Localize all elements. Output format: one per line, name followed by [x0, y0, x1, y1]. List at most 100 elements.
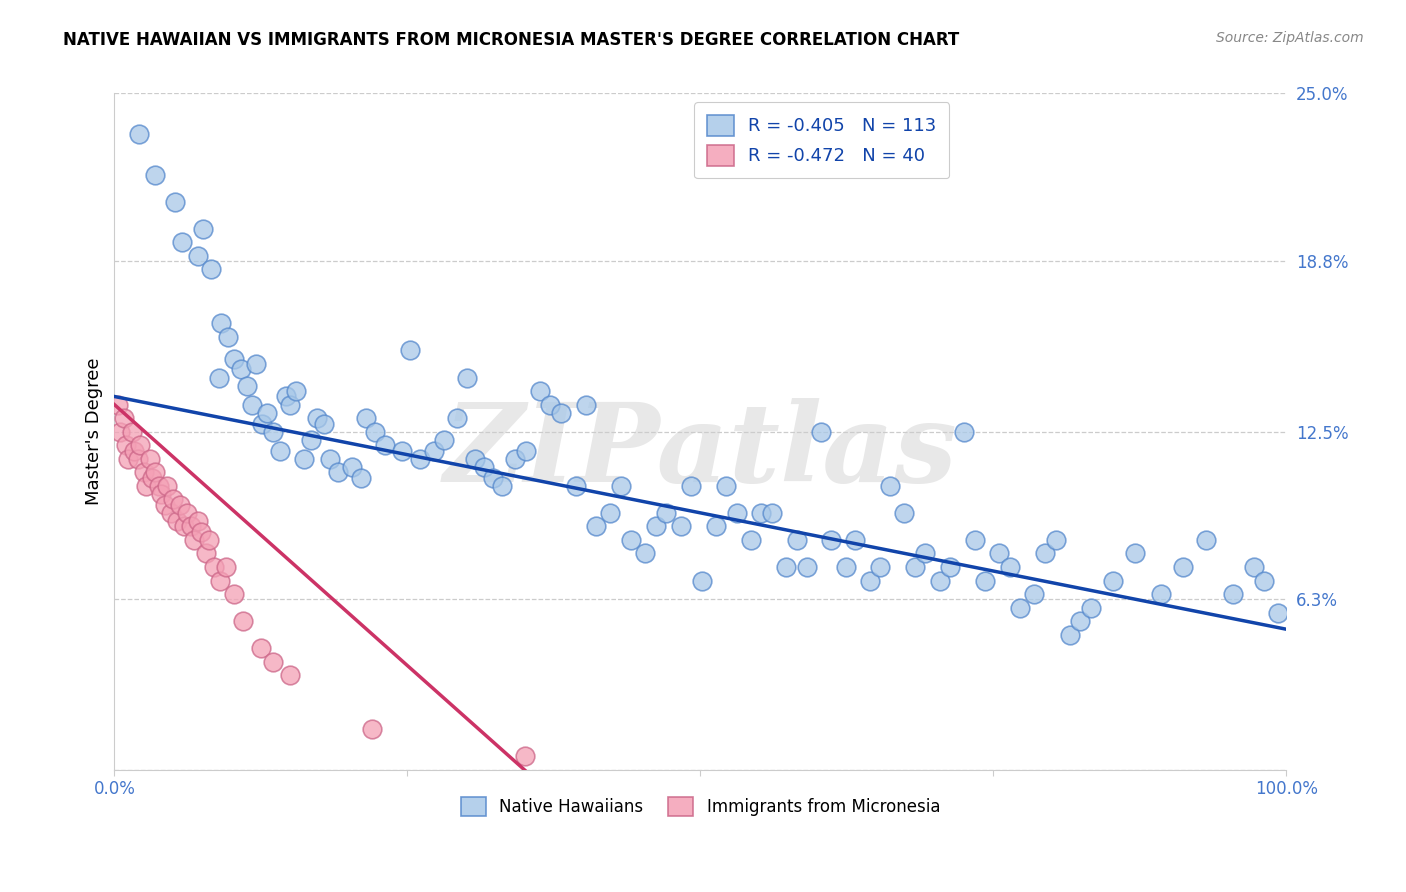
- Point: [609, 479, 631, 493]
- Point: [585, 519, 607, 533]
- Point: [893, 506, 915, 520]
- Point: [904, 560, 927, 574]
- Point: [681, 479, 703, 493]
- Point: [132, 465, 155, 479]
- Point: [145, 168, 167, 182]
- Point: [319, 451, 342, 466]
- Point: [1123, 546, 1146, 560]
- Point: [356, 411, 378, 425]
- Point: [274, 389, 297, 403]
- Point: [574, 398, 596, 412]
- Point: [953, 425, 976, 439]
- Point: [278, 668, 301, 682]
- Point: [110, 425, 132, 439]
- Point: [1010, 600, 1032, 615]
- Point: [810, 425, 832, 439]
- Point: [232, 614, 254, 628]
- Point: [299, 433, 322, 447]
- Point: [148, 479, 170, 493]
- Point: [704, 519, 727, 533]
- Point: [145, 465, 167, 479]
- Point: [786, 533, 808, 547]
- Point: [456, 370, 478, 384]
- Point: [165, 194, 187, 209]
- Point: [472, 459, 495, 474]
- Point: [141, 471, 163, 485]
- Point: [292, 451, 315, 466]
- Point: [859, 574, 882, 588]
- Point: [751, 506, 773, 520]
- Point: [939, 560, 962, 574]
- Point: [256, 406, 278, 420]
- Point: [307, 411, 329, 425]
- Point: [1033, 546, 1056, 560]
- Point: [820, 533, 842, 547]
- Point: [121, 425, 143, 439]
- Point: [1243, 560, 1265, 574]
- Point: [349, 471, 371, 485]
- Text: Source: ZipAtlas.com: Source: ZipAtlas.com: [1216, 31, 1364, 45]
- Point: [634, 546, 657, 560]
- Point: [433, 433, 456, 447]
- Point: [115, 438, 138, 452]
- Point: [1102, 574, 1125, 588]
- Point: [515, 443, 537, 458]
- Point: [879, 479, 901, 493]
- Point: [217, 330, 239, 344]
- Point: [550, 406, 572, 420]
- Point: [202, 560, 225, 574]
- Point: [166, 514, 188, 528]
- Point: [187, 514, 209, 528]
- Point: [208, 574, 231, 588]
- Point: [153, 498, 176, 512]
- Point: [565, 479, 588, 493]
- Point: [209, 317, 232, 331]
- Point: [229, 362, 252, 376]
- Point: [240, 398, 263, 412]
- Point: [194, 546, 217, 560]
- Point: [391, 443, 413, 458]
- Point: [156, 479, 179, 493]
- Point: [138, 451, 160, 466]
- Point: [1194, 533, 1216, 547]
- Point: [690, 574, 713, 588]
- Point: [172, 235, 194, 250]
- Point: [423, 443, 446, 458]
- Point: [328, 465, 350, 479]
- Point: [998, 560, 1021, 574]
- Point: [740, 533, 762, 547]
- Point: [117, 451, 139, 466]
- Point: [198, 533, 221, 547]
- Point: [222, 587, 245, 601]
- Point: [129, 438, 152, 452]
- Point: [914, 546, 936, 560]
- Point: [963, 533, 986, 547]
- Point: [599, 506, 621, 520]
- Point: [200, 262, 222, 277]
- Point: [1069, 614, 1091, 628]
- Point: [1173, 560, 1195, 574]
- Point: [361, 723, 384, 737]
- Point: [127, 451, 149, 466]
- Point: [1059, 628, 1081, 642]
- Point: [1150, 587, 1173, 601]
- Y-axis label: Master's Degree: Master's Degree: [86, 358, 103, 506]
- Point: [285, 384, 308, 398]
- Point: [482, 471, 505, 485]
- Point: [250, 641, 273, 656]
- Point: [775, 560, 797, 574]
- Point: [655, 506, 678, 520]
- Point: [1080, 600, 1102, 615]
- Point: [409, 451, 432, 466]
- Point: [169, 498, 191, 512]
- Point: [988, 546, 1011, 560]
- Point: [491, 479, 513, 493]
- Point: [278, 398, 301, 412]
- Point: [150, 487, 173, 501]
- Point: [262, 425, 284, 439]
- Point: [645, 519, 668, 533]
- Point: [716, 479, 738, 493]
- Point: [262, 655, 284, 669]
- Point: [176, 506, 198, 520]
- Point: [314, 417, 336, 431]
